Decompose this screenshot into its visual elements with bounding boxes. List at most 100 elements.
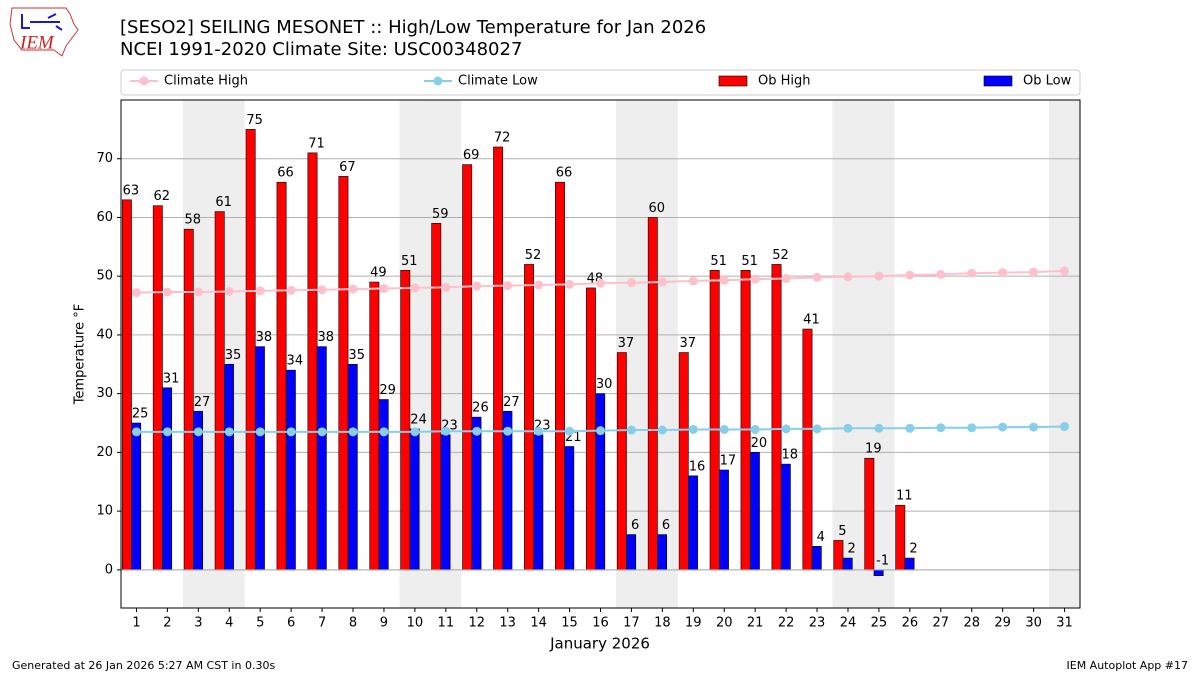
x-tick-label: 6	[287, 616, 295, 631]
line-marker	[224, 286, 234, 296]
line-marker	[131, 288, 141, 298]
x-tick-label: 12	[468, 616, 485, 631]
data-label: 2	[909, 542, 917, 557]
data-label: 35	[348, 348, 365, 363]
bar	[254, 346, 265, 571]
line-marker	[286, 427, 296, 437]
data-label: 49	[370, 266, 387, 281]
x-tick-label: 5	[256, 616, 264, 631]
bar	[316, 346, 327, 571]
data-label: 51	[401, 254, 418, 269]
line-marker	[410, 427, 420, 437]
footer-right: IEM Autoplot App #17	[1067, 659, 1189, 672]
line-marker	[1029, 267, 1039, 277]
data-label: 71	[308, 136, 325, 151]
line-marker	[317, 285, 327, 295]
line-marker	[1060, 266, 1070, 276]
legend-swatch	[983, 75, 1013, 87]
x-tick-label: 7	[318, 616, 326, 631]
line-marker	[193, 427, 203, 437]
line-marker	[626, 278, 636, 288]
data-label: 20	[751, 436, 768, 451]
line-marker	[812, 272, 822, 282]
bar	[338, 176, 349, 571]
bar	[152, 205, 163, 571]
line-marker	[1029, 422, 1039, 432]
data-label: 38	[256, 330, 273, 345]
x-tick-label: 3	[194, 616, 202, 631]
line-marker	[441, 282, 451, 292]
line-marker	[905, 270, 915, 280]
bar	[564, 446, 575, 571]
weekend-band	[832, 100, 864, 608]
line-marker	[688, 276, 698, 286]
data-label: 62	[154, 189, 171, 204]
line-marker	[379, 427, 389, 437]
line-marker	[719, 424, 729, 434]
legend-marker	[139, 76, 149, 86]
x-tick-label: 14	[530, 616, 547, 631]
line-marker	[874, 271, 884, 281]
line-marker	[472, 281, 482, 291]
bar	[400, 270, 411, 571]
line-marker	[657, 277, 667, 287]
bar	[718, 469, 729, 571]
line-marker	[936, 423, 946, 433]
bar	[162, 387, 173, 571]
bar	[842, 557, 853, 571]
logo-text: IEM	[19, 32, 55, 53]
line-marker	[936, 269, 946, 279]
logo-outline	[9, 7, 79, 57]
x-tick-label: 8	[349, 616, 357, 631]
line-marker	[565, 279, 575, 289]
legend-swatch	[718, 75, 748, 87]
bar	[833, 540, 844, 571]
data-label: 75	[246, 113, 263, 128]
data-label: 4	[817, 530, 825, 545]
line-marker	[843, 272, 853, 282]
data-label: 51	[741, 254, 758, 269]
bar	[811, 546, 822, 571]
line-marker	[224, 427, 234, 437]
x-tick-label: 19	[685, 616, 702, 631]
x-axis-label: January 2026	[549, 635, 650, 653]
bar	[595, 393, 606, 571]
x-tick-label: 29	[994, 616, 1011, 631]
bar	[224, 363, 234, 571]
bar	[555, 181, 565, 571]
bar	[585, 287, 596, 571]
line-marker	[255, 286, 265, 296]
line-marker	[998, 422, 1008, 432]
data-label: 24	[410, 412, 427, 427]
line-marker	[348, 284, 358, 294]
x-tick-label: 17	[623, 616, 640, 631]
data-label: 17	[720, 453, 737, 468]
line-marker	[874, 423, 884, 433]
bar	[657, 534, 668, 571]
x-tick-label: 22	[778, 616, 795, 631]
bar	[626, 534, 637, 571]
y-tick-label: 60	[96, 210, 113, 225]
bar	[709, 270, 720, 571]
x-tick-label: 21	[747, 616, 764, 631]
data-label: 52	[772, 248, 789, 263]
data-label: 29	[379, 383, 396, 398]
x-tick-label: 31	[1056, 616, 1073, 631]
legend-label: Ob Low	[1023, 74, 1072, 89]
bar	[864, 457, 875, 571]
data-label: 66	[277, 166, 294, 181]
line-marker	[534, 280, 544, 290]
line-marker	[379, 284, 389, 294]
data-label: 35	[225, 348, 242, 363]
x-tick-label: 4	[225, 616, 233, 631]
bar	[873, 569, 884, 576]
bar	[616, 352, 627, 571]
bar	[524, 264, 534, 571]
x-tick-label: 28	[963, 616, 980, 631]
data-label: 52	[525, 248, 542, 263]
bar	[307, 152, 318, 571]
plot-frame	[120, 99, 1081, 609]
x-tick-label: 27	[933, 616, 950, 631]
data-label: 18	[782, 448, 799, 463]
data-label: 30	[596, 377, 613, 392]
